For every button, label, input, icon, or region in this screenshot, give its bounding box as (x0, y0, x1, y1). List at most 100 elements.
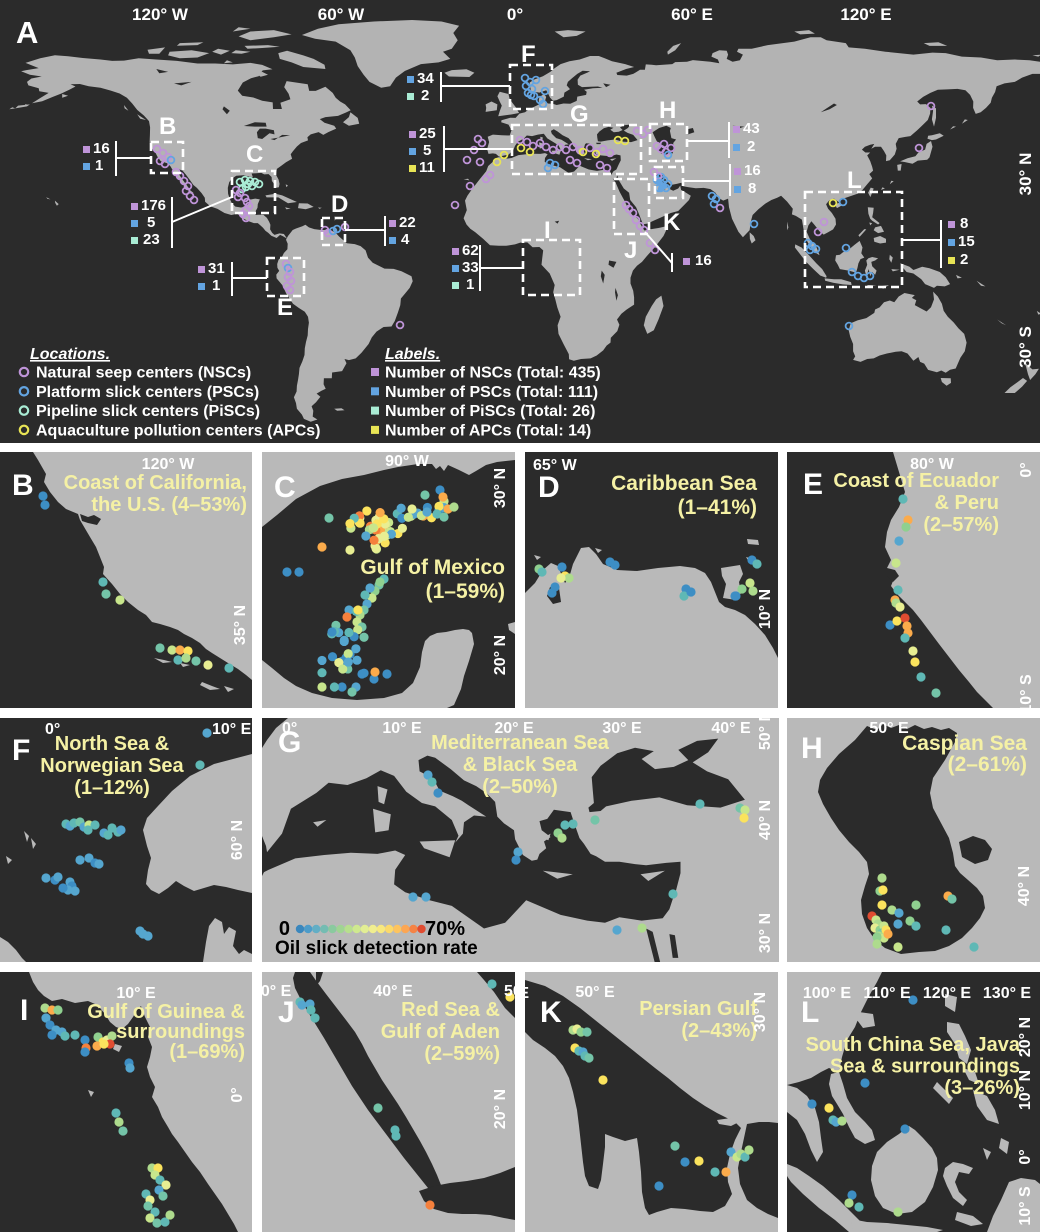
svg-text:Oil slick detection rate: Oil slick detection rate (275, 938, 478, 959)
svg-text:Labels.: Labels. (385, 346, 440, 363)
svg-text:176: 176 (141, 197, 166, 214)
svg-text:Caribbean Sea: Caribbean Sea (611, 472, 757, 495)
svg-text:8: 8 (748, 180, 756, 197)
svg-text:Number of NSCs (Total: 435): Number of NSCs (Total: 435) (385, 365, 601, 382)
svg-text:40° E: 40° E (373, 983, 413, 1000)
svg-text:Norwegian Sea: Norwegian Sea (40, 755, 184, 777)
svg-text:30° N: 30° N (1016, 153, 1035, 196)
svg-text:10° E: 10° E (116, 985, 156, 1002)
svg-text:Gulf of Guinea &: Gulf of Guinea & (87, 1001, 245, 1023)
svg-text:8: 8 (960, 215, 968, 232)
svg-text:0°: 0° (45, 721, 60, 738)
svg-text:0°: 0° (507, 5, 523, 24)
svg-text:B: B (12, 469, 34, 502)
svg-text:50° N: 50° N (757, 718, 774, 750)
svg-text:0°: 0° (229, 1087, 246, 1102)
svg-text:Sea & surroundings: Sea & surroundings (830, 1056, 1020, 1078)
svg-text:110° E: 110° E (863, 985, 911, 1002)
svg-text:130° E: 130° E (983, 985, 1032, 1002)
svg-text:50° E: 50° E (869, 720, 909, 737)
svg-text:4: 4 (401, 231, 410, 248)
svg-text:35° N: 35° N (232, 605, 249, 645)
svg-text:& Black Sea: & Black Sea (463, 754, 578, 776)
svg-text:30° N: 30° N (757, 913, 774, 953)
svg-text:Gulf of Mexico: Gulf of Mexico (360, 556, 505, 579)
svg-text:0°: 0° (1017, 1149, 1034, 1164)
svg-text:5: 5 (147, 214, 155, 231)
svg-text:30° S: 30° S (1016, 326, 1035, 368)
svg-text:G: G (278, 726, 301, 759)
svg-text:1: 1 (95, 157, 103, 174)
svg-text:43: 43 (743, 120, 760, 137)
svg-text:Natural seep centers (NSCs): Natural seep centers (NSCs) (36, 365, 251, 382)
svg-text:H: H (659, 97, 676, 124)
svg-text:30° N: 30° N (752, 992, 769, 1032)
svg-text:H: H (801, 732, 823, 765)
svg-text:10° E: 10° E (382, 720, 422, 737)
svg-text:1: 1 (466, 276, 474, 293)
svg-text:20° E: 20° E (494, 720, 534, 737)
svg-text:2: 2 (960, 251, 968, 268)
svg-text:50° E: 50° E (575, 984, 615, 1001)
svg-text:5: 5 (423, 142, 431, 159)
svg-text:10° S: 10° S (1017, 1186, 1034, 1226)
svg-text:Coast of Ecuador: Coast of Ecuador (833, 470, 999, 492)
svg-text:(3–26%): (3–26%) (944, 1077, 1020, 1099)
svg-text:E: E (277, 294, 293, 321)
svg-text:(2–57%): (2–57%) (923, 514, 999, 536)
svg-text:10° E: 10° E (212, 721, 252, 738)
svg-text:K: K (540, 996, 562, 1029)
svg-text:A: A (16, 15, 38, 50)
svg-text:Number of APCs (Total: 14): Number of APCs (Total: 14) (385, 422, 591, 439)
svg-text:25: 25 (419, 125, 436, 142)
svg-text:34: 34 (417, 70, 434, 87)
svg-text:C: C (274, 471, 296, 504)
svg-text:Red Sea &: Red Sea & (401, 999, 500, 1021)
svg-text:15: 15 (958, 233, 975, 250)
svg-text:J: J (624, 237, 637, 264)
svg-text:2: 2 (421, 87, 429, 104)
svg-text:0°: 0° (282, 720, 297, 737)
svg-text:1: 1 (212, 277, 220, 294)
svg-text:(1–59%): (1–59%) (426, 580, 505, 603)
svg-text:45° E: 45° E (525, 985, 529, 1002)
svg-text:31: 31 (208, 260, 225, 277)
svg-text:120° W: 120° W (132, 5, 189, 24)
svg-text:60° N: 60° N (229, 820, 246, 860)
svg-text:F: F (12, 734, 30, 767)
svg-text:120° W: 120° W (142, 456, 196, 473)
svg-text:I: I (544, 217, 551, 244)
svg-text:& Peru: & Peru (935, 492, 999, 514)
svg-text:33: 33 (462, 259, 479, 276)
svg-text:65° W: 65° W (533, 457, 578, 474)
svg-text:Locations.: Locations. (30, 346, 110, 363)
svg-text:22: 22 (399, 214, 416, 231)
svg-text:120° E: 120° E (923, 985, 972, 1002)
svg-text:D: D (538, 471, 560, 504)
svg-text:50°: 50° (504, 983, 515, 1000)
svg-text:(2–50%): (2–50%) (482, 776, 558, 798)
svg-text:70%: 70% (425, 918, 465, 940)
svg-text:G: G (570, 101, 589, 128)
svg-text:North Sea &: North Sea & (55, 733, 169, 755)
svg-text:20° N: 20° N (492, 635, 509, 675)
svg-text:2: 2 (747, 138, 755, 155)
svg-text:E: E (803, 468, 823, 501)
svg-text:0: 0 (279, 918, 290, 940)
svg-text:10° N: 10° N (1017, 1070, 1034, 1110)
svg-text:40° E: 40° E (711, 720, 751, 737)
svg-text:Coast of California,: Coast of California, (64, 472, 247, 494)
svg-text:Caspian Sea: Caspian Sea (902, 732, 1027, 755)
svg-text:90° W: 90° W (385, 453, 430, 470)
svg-text:Persian Gulf: Persian Gulf (639, 998, 757, 1020)
svg-text:(2–61%): (2–61%) (948, 753, 1027, 776)
svg-text:16: 16 (93, 140, 110, 157)
svg-text:K: K (663, 209, 681, 236)
svg-text:surroundings: surroundings (116, 1021, 245, 1043)
svg-text:10° S: 10° S (1018, 674, 1035, 708)
svg-text:20° N: 20° N (492, 1089, 509, 1129)
svg-text:(1–69%): (1–69%) (169, 1041, 245, 1063)
svg-text:20° N: 20° N (1017, 1017, 1034, 1057)
svg-text:Gulf of Aden: Gulf of Aden (381, 1021, 500, 1043)
svg-text:South China Sea, Java: South China Sea, Java (805, 1034, 1020, 1056)
